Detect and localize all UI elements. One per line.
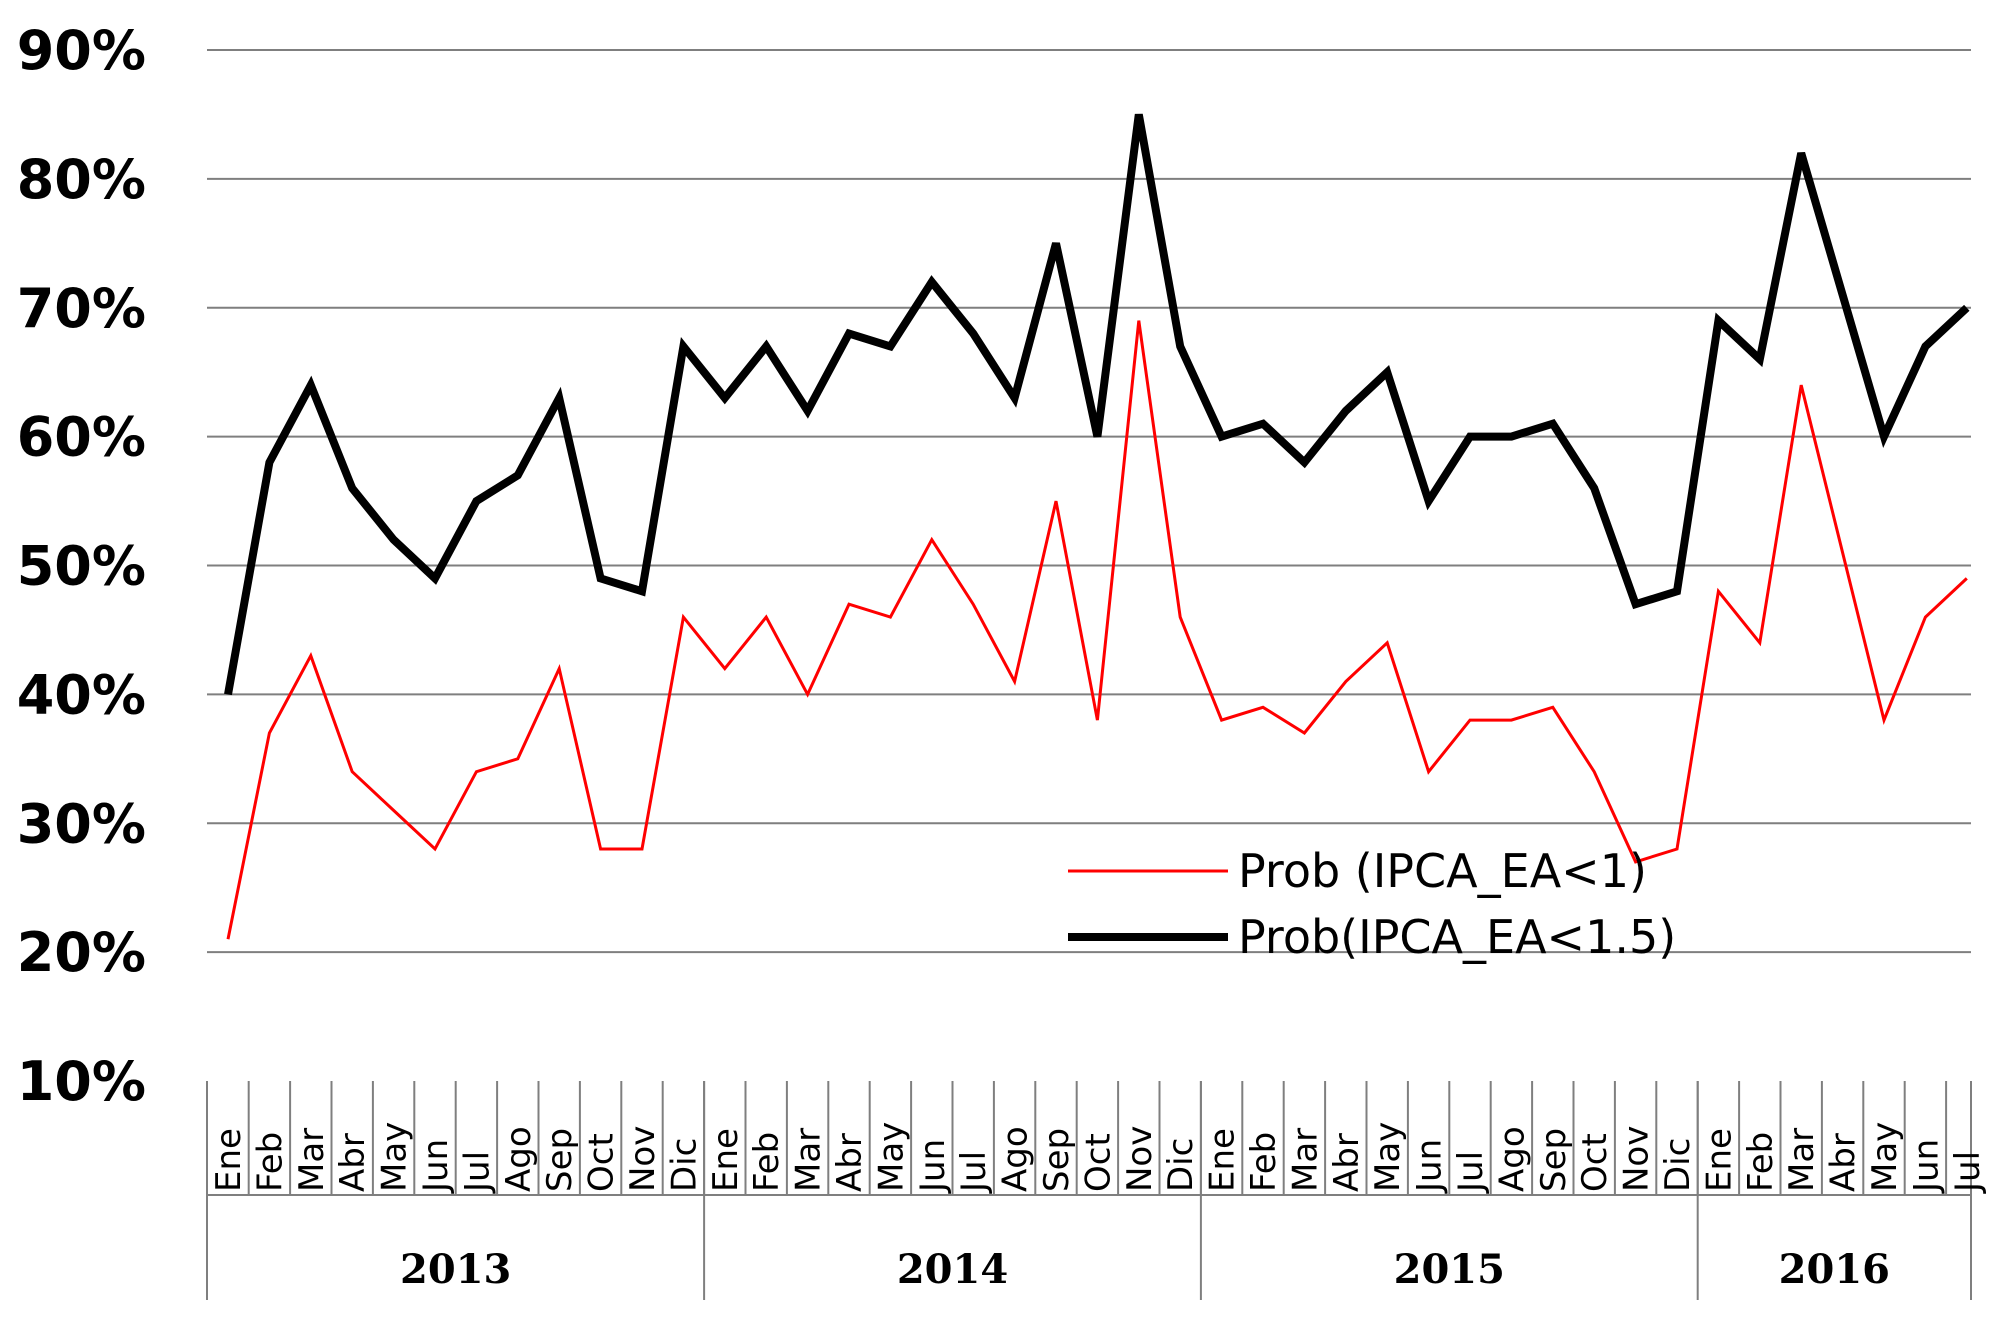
- x-tick-label: Nov: [1617, 1126, 1657, 1192]
- x-tick-label: Jun: [913, 1139, 953, 1194]
- x-tick-label: Sep: [1534, 1128, 1574, 1192]
- x-tick-label: Abr: [333, 1133, 373, 1192]
- x-tick-label: Jun: [416, 1139, 456, 1194]
- legend-label-series-1: Prob (IPCA_EA<1): [1238, 844, 1647, 898]
- x-tick-label: Ene: [706, 1128, 746, 1192]
- x-tick-label: Abr: [830, 1133, 870, 1192]
- y-tick-label: 30%: [17, 792, 146, 855]
- x-tick-label: Mar: [1782, 1128, 1822, 1192]
- x-tick-label: Dic: [664, 1138, 704, 1192]
- x-tick-label: Feb: [250, 1132, 290, 1192]
- x-tick-label: Feb: [747, 1132, 787, 1192]
- x-tick-label: Sep: [1037, 1128, 1077, 1192]
- x-tick-label: May: [1865, 1122, 1905, 1192]
- y-tick-label: 50%: [17, 535, 146, 598]
- x-tick-label: Nov: [1120, 1126, 1160, 1192]
- x-tick-label: Jul: [954, 1151, 994, 1194]
- x-tick-label: Ene: [209, 1128, 249, 1192]
- x-tick-label: Oct: [582, 1133, 622, 1192]
- x-tick-label: Dic: [1658, 1138, 1698, 1192]
- x-tick-label: Feb: [1244, 1132, 1284, 1192]
- x-tick-label: Abr: [1824, 1133, 1864, 1192]
- y-tick-label: 90%: [17, 19, 146, 82]
- x-tick-label: Mar: [292, 1128, 332, 1192]
- series-line-1: [226, 320, 1968, 940]
- y-tick-label: 40%: [17, 663, 146, 726]
- x-tick-label: Oct: [1575, 1133, 1615, 1192]
- y-tick-label: 20%: [17, 921, 146, 984]
- x-tick-label: Jul: [1948, 1151, 1988, 1194]
- x-tick-label: May: [871, 1122, 911, 1192]
- x-tick-label: Ago: [996, 1126, 1036, 1192]
- x-tick-label: Ago: [1492, 1126, 1532, 1192]
- y-tick-label: 80%: [17, 148, 146, 211]
- series-line-2: [224, 113, 1970, 696]
- x-tick-label: Jun: [1906, 1139, 1946, 1194]
- series-lines: [224, 113, 1970, 940]
- x-tick-label: Sep: [540, 1128, 580, 1192]
- y-axis-tick-labels: 90% 80% 70% 60% 50% 40% 30% 20% 10%: [17, 19, 146, 1113]
- x-tick-label: Mar: [789, 1128, 829, 1192]
- x-tick-label: Feb: [1741, 1132, 1781, 1192]
- x-tick-label: May: [375, 1122, 415, 1192]
- x-tick-label: Mar: [1285, 1128, 1325, 1192]
- x-tick-label: Ago: [499, 1126, 539, 1192]
- y-tick-label: 10%: [17, 1050, 146, 1113]
- x-tick-label: Oct: [1078, 1133, 1118, 1192]
- y-tick-label: 60%: [17, 406, 146, 469]
- x-tick-label: Nov: [623, 1126, 663, 1192]
- x-tick-label: Jul: [1451, 1151, 1491, 1194]
- x-tick-label: Jul: [457, 1151, 497, 1194]
- x-tick-label: May: [1368, 1122, 1408, 1192]
- x-year-label: 2013: [400, 1246, 511, 1293]
- legend-label-series-2: Prob(IPCA_EA<1.5): [1238, 910, 1676, 964]
- x-tick-label: Jun: [1410, 1139, 1450, 1194]
- x-tick-label: Ene: [1203, 1128, 1243, 1192]
- x-tick-label: Abr: [1327, 1133, 1367, 1192]
- y-tick-label: 70%: [17, 277, 146, 340]
- x-year-label: 2016: [1779, 1246, 1890, 1293]
- legend: Prob (IPCA_EA<1) Prob(IPCA_EA<1.5): [1068, 844, 1676, 964]
- x-tick-label: Ene: [1699, 1128, 1739, 1192]
- gridlines: [207, 49, 1971, 954]
- x-year-label: 2014: [897, 1246, 1008, 1293]
- x-year-label: 2015: [1394, 1246, 1505, 1293]
- x-tick-label: Dic: [1161, 1138, 1201, 1192]
